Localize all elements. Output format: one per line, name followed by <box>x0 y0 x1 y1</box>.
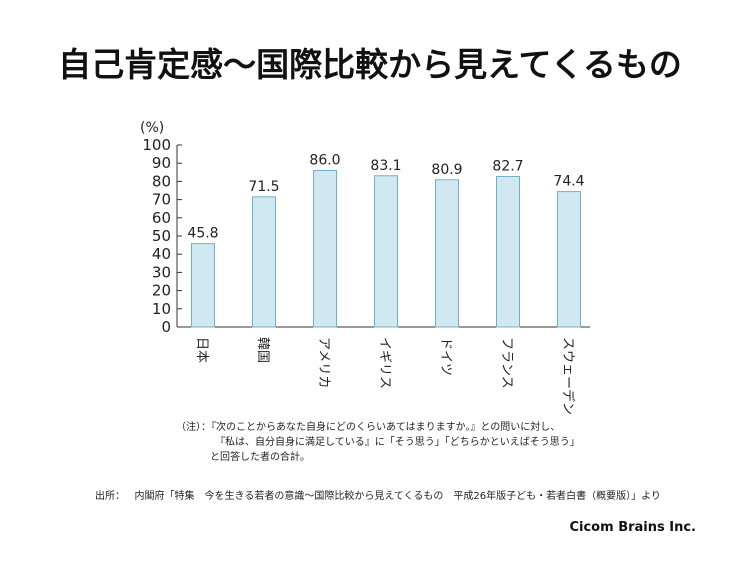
chart-labels: 45.8 日本 71.5 韓国 86.0 アメリカ 83.1 イギリス 80.9 ドイツ 82.7 フ… <box>187 152 584 415</box>
value-label: 82.7 <box>492 158 523 174</box>
value-label: 80.9 <box>431 162 462 178</box>
source-line: 出所： 内閣府「特集 今を生きる若者の意識～国際比較から見えてくるもの 平成26… <box>95 487 661 502</box>
y-axis-unit: (%) <box>140 120 164 136</box>
bar <box>313 169 337 328</box>
y-tick-label: 50 <box>152 227 171 245</box>
category-label: フランス <box>499 337 514 389</box>
note-line-1: （注）：『次のことからあなた自身にどのくらいあてはまりますか。』との問いに対し、 <box>176 418 560 433</box>
y-tick-label: 40 <box>152 245 171 263</box>
y-tick-label: 20 <box>152 282 171 300</box>
bar <box>191 243 215 328</box>
bar <box>557 191 581 328</box>
note-line-2: 『私は、自分自身に満足している』に「そう思う」「どちらかといえばそう思う」 <box>215 437 580 448</box>
company-credit: Cicom Brains Inc. <box>569 520 696 535</box>
bar <box>496 175 520 328</box>
y-tick-label: 0 <box>161 318 171 336</box>
chart-bars <box>191 169 581 328</box>
source-text: 内閣府「特集 今を生きる若者の意識～国際比較から見えてくるもの 平成26年版子ど… <box>134 491 661 502</box>
category-label: 韓国 <box>255 337 270 363</box>
y-tick-label: 10 <box>152 300 171 318</box>
source-prefix: 出所： <box>95 491 125 502</box>
category-label: イギリス <box>377 337 392 389</box>
category-label: アメリカ <box>316 337 331 388</box>
bar <box>252 196 276 328</box>
y-tick-label: 100 <box>142 136 171 154</box>
value-label: 83.1 <box>370 158 401 174</box>
category-label: スウェーデン <box>560 337 576 415</box>
note-line-3: と回答した者の合計。 <box>210 452 310 463</box>
value-label: 74.4 <box>553 174 584 190</box>
bar <box>374 175 398 328</box>
category-label: ドイツ <box>438 337 453 376</box>
page-title: 自己肯定感～国際比較から見えてくるもの <box>58 45 682 84</box>
note-prefix: （注）： <box>176 422 211 433</box>
y-tick-label: 70 <box>152 191 171 209</box>
bar <box>435 179 459 328</box>
category-label: 日本 <box>194 337 209 363</box>
y-tick-label: 60 <box>152 209 171 227</box>
value-label: 86.0 <box>309 152 340 168</box>
y-tick-label: 80 <box>152 172 171 190</box>
y-tick-label: 90 <box>152 154 171 172</box>
value-label: 71.5 <box>248 179 279 195</box>
y-tick-label: 30 <box>152 263 171 281</box>
note-text-1: 『次のことからあなた自身にどのくらいあてはまりますか。』との問いに対し、 <box>211 422 561 433</box>
value-label: 45.8 <box>187 226 218 242</box>
